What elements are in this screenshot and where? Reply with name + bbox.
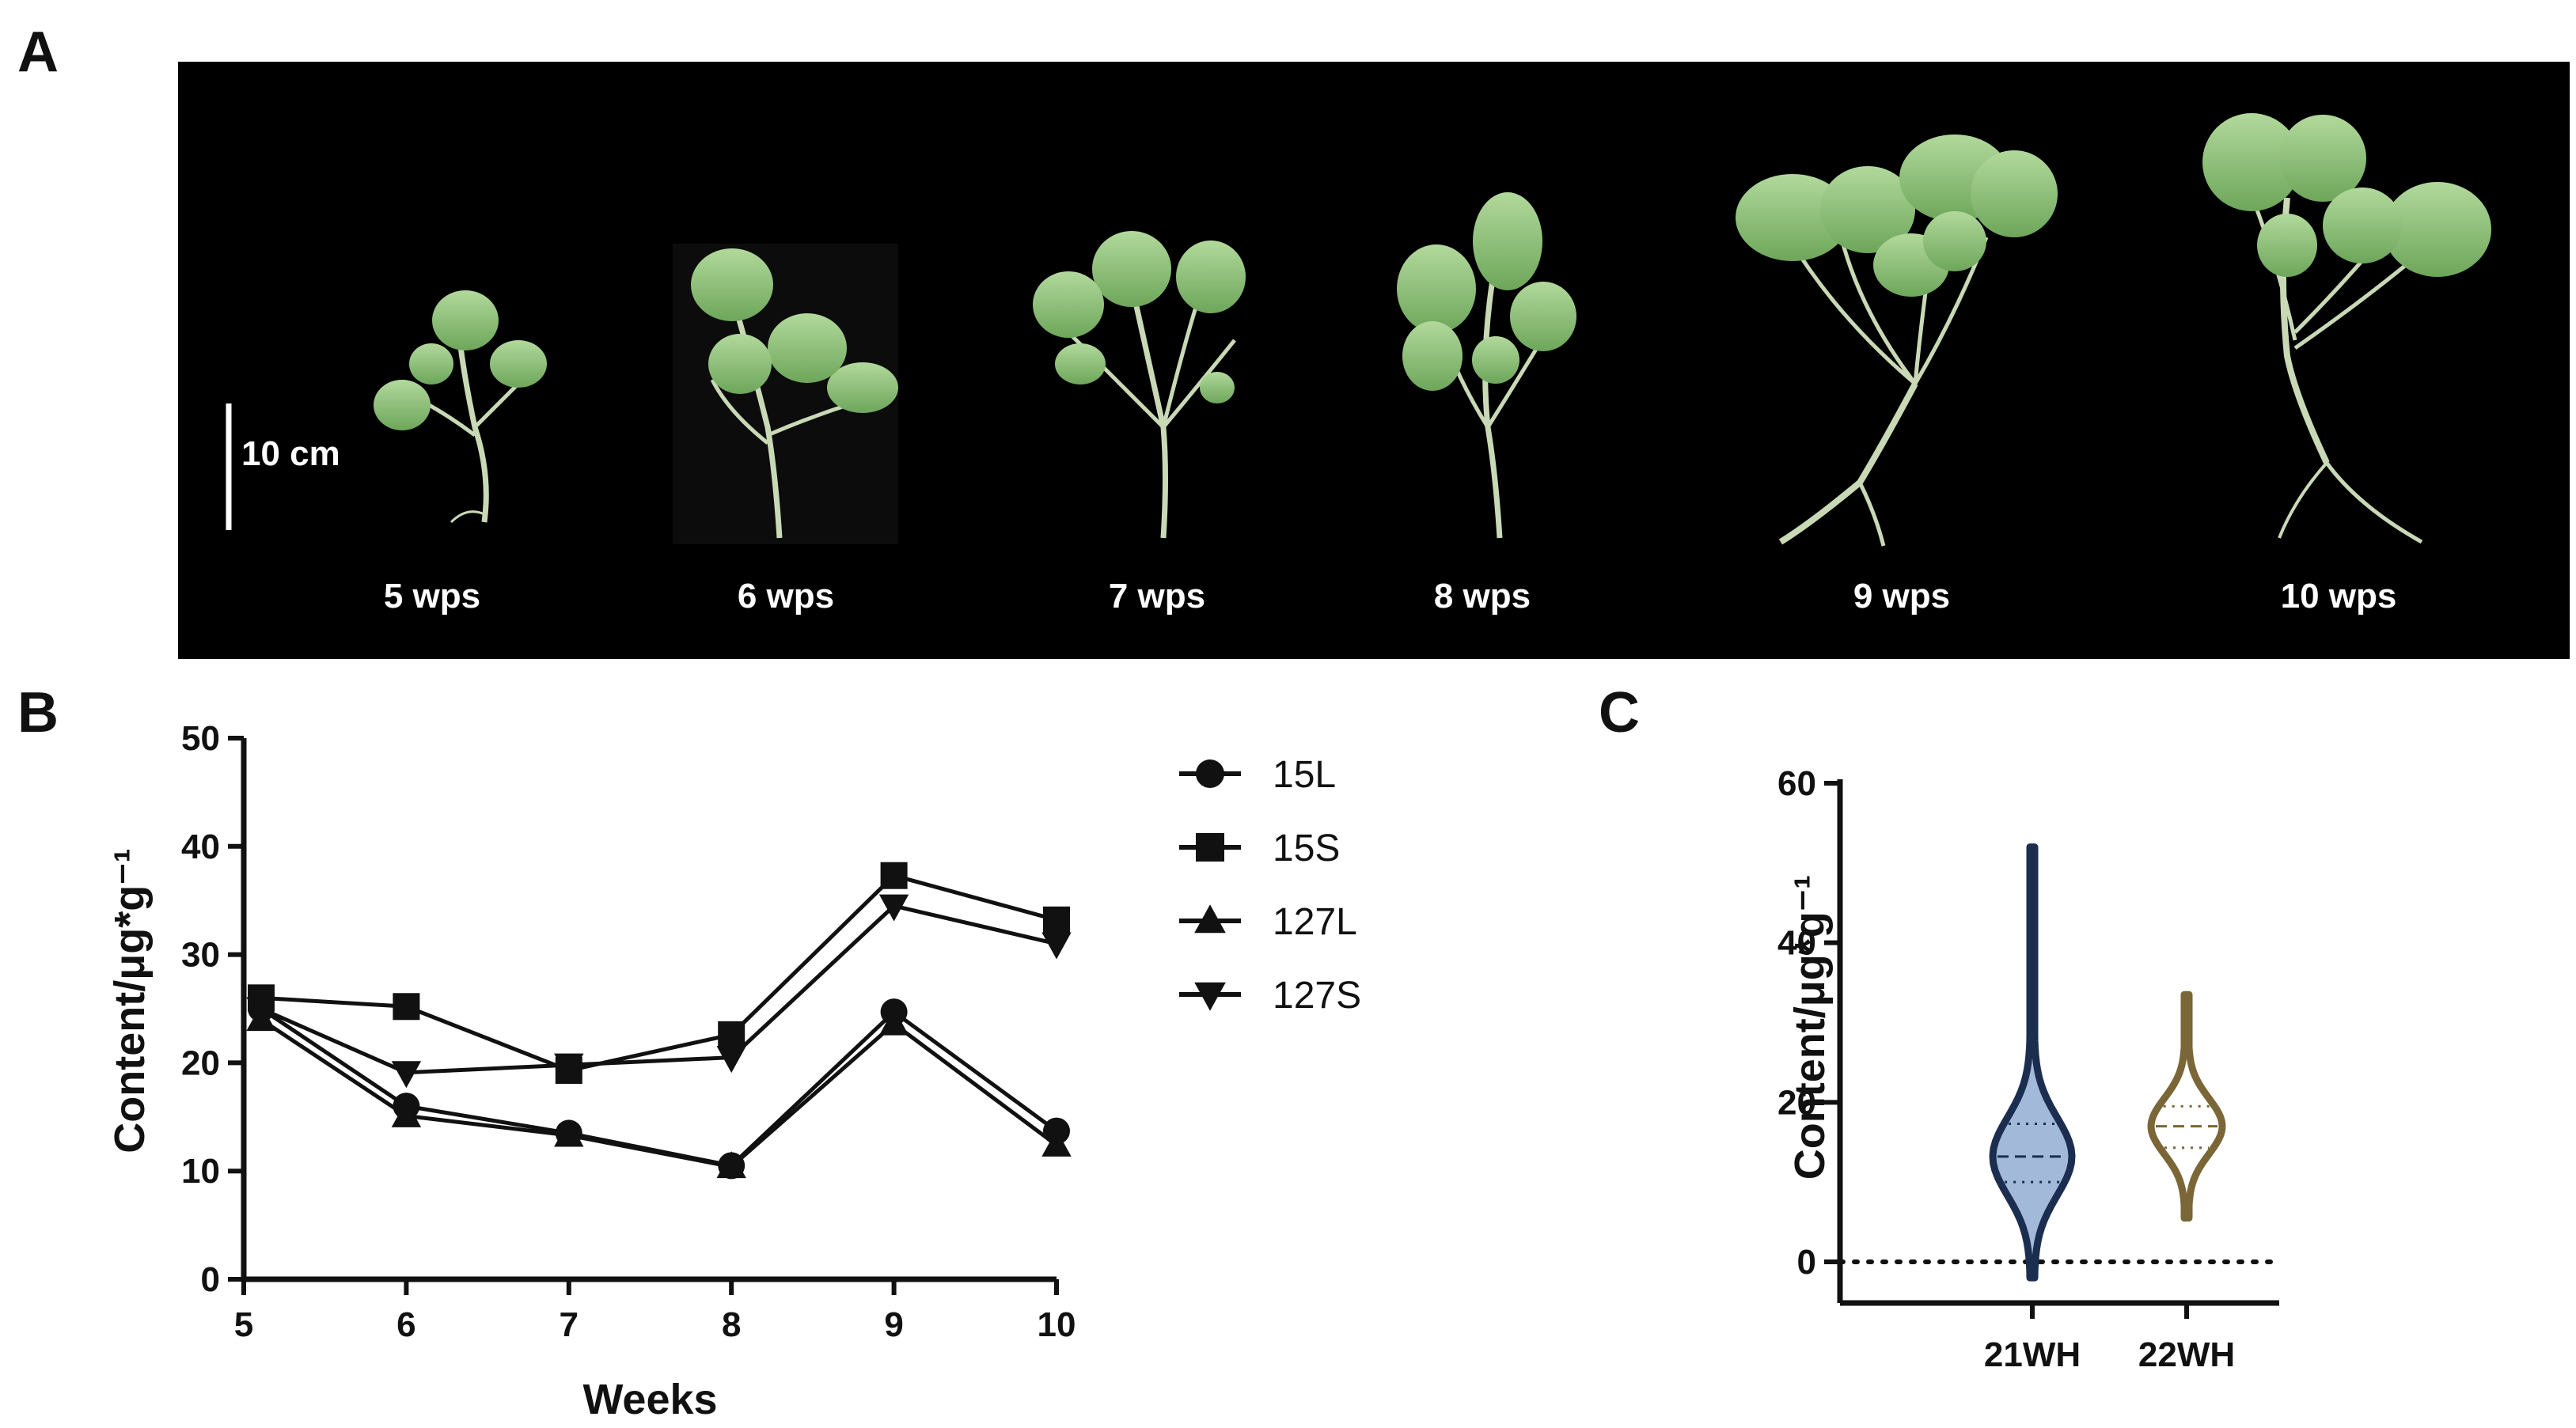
photo-label-7wps: 7 wps bbox=[1109, 577, 1205, 616]
scale-bar-label: 10 cm bbox=[241, 434, 340, 473]
data-point-15S bbox=[393, 993, 420, 1021]
seedling-8wps bbox=[1397, 192, 1576, 539]
data-point-127S bbox=[716, 1046, 746, 1074]
legend-marker-15L bbox=[1196, 759, 1224, 788]
series-line-15S bbox=[260, 873, 1057, 1073]
data-point-127S bbox=[554, 1053, 584, 1081]
y-tick-label: 30 bbox=[181, 936, 220, 975]
violin-21WH bbox=[1989, 843, 2076, 1282]
x-tick-label: 10 bbox=[1038, 1305, 1076, 1344]
y-axis-title: Content/μg*g⁻¹ bbox=[1786, 875, 1834, 1180]
legend-label-127S: 127S bbox=[1273, 975, 1361, 1017]
legend-marker-127S bbox=[1194, 982, 1226, 1011]
photo-label-10wps: 10 wps bbox=[2281, 577, 2397, 616]
legend-marker-127L bbox=[1194, 904, 1226, 934]
y-tick-label: 0 bbox=[201, 1260, 220, 1299]
photo-background bbox=[178, 62, 2570, 659]
y-tick-label: 40 bbox=[181, 828, 220, 866]
photo-label-8wps: 8 wps bbox=[1434, 577, 1531, 616]
y-tick-label: 10 bbox=[181, 1152, 220, 1191]
line-chart-b: 0 10 20 30 40 50 5 6 7 8 9 10 Weeks Content/μg*g⁻¹ 15L… bbox=[106, 719, 1361, 1423]
data-point-127L bbox=[878, 1008, 909, 1036]
legend-label-15S: 15S bbox=[1273, 828, 1340, 869]
x-tick-label: 22WH bbox=[2138, 1335, 2235, 1374]
data-point-127L bbox=[1041, 1129, 1072, 1157]
y-tick-label: 0 bbox=[1797, 1243, 1816, 1282]
data-point-15S bbox=[1043, 906, 1070, 934]
y-tick-label: 50 bbox=[181, 719, 220, 758]
y-axis-title: Content/μg*g⁻¹ bbox=[106, 848, 154, 1153]
x-tick-label: 5 bbox=[234, 1305, 253, 1344]
data-point-127S bbox=[391, 1061, 422, 1089]
panel-letter-c: C bbox=[1599, 681, 1640, 744]
panel-letter-b: B bbox=[17, 681, 59, 744]
series-line-127S bbox=[260, 903, 1057, 1075]
series-line-15L bbox=[260, 1006, 1058, 1169]
y-tick-label: 40 bbox=[1777, 924, 1816, 963]
seedling-7wps bbox=[1033, 231, 1246, 539]
x-tick-label: 7 bbox=[560, 1305, 579, 1344]
data-point-127L bbox=[391, 1100, 422, 1127]
x-tick-label: 6 bbox=[396, 1305, 415, 1344]
y-tick-label: 20 bbox=[181, 1044, 220, 1082]
y-tick-label: 20 bbox=[1777, 1083, 1816, 1122]
data-point-15S bbox=[718, 1021, 745, 1048]
data-point-127S bbox=[878, 894, 909, 922]
seedling-6wps bbox=[691, 248, 898, 539]
legend-marker-15S bbox=[1196, 833, 1224, 862]
panel-letter-a: A bbox=[17, 21, 59, 84]
x-tick-label: 9 bbox=[884, 1305, 903, 1344]
data-point-15S bbox=[880, 862, 908, 889]
photo-label-5wps: 5 wps bbox=[384, 577, 480, 616]
photo-label-9wps: 9 wps bbox=[1853, 577, 1950, 616]
seedling-9wps bbox=[1736, 134, 2058, 547]
legend-label-15L: 15L bbox=[1273, 754, 1336, 796]
violin-22WH bbox=[2147, 991, 2226, 1222]
x-axis-title: Weeks bbox=[582, 1376, 717, 1423]
data-point-127L bbox=[716, 1151, 746, 1179]
y-tick-label: 60 bbox=[1777, 764, 1816, 803]
x-tick-label: 8 bbox=[722, 1305, 741, 1344]
x-tick-label: 21WH bbox=[1984, 1335, 2081, 1374]
photo-label-6wps: 6 wps bbox=[738, 577, 834, 616]
series-line-127L bbox=[260, 1017, 1058, 1169]
data-point-127S bbox=[1041, 932, 1072, 960]
data-point-127L bbox=[554, 1119, 584, 1147]
legend-label-127L: 127L bbox=[1273, 901, 1357, 943]
violin-chart-c: 0 20 40 60 Content/μg*g⁻¹ 21WH 22WH bbox=[1777, 764, 2282, 1374]
seedling-5wps bbox=[374, 290, 547, 524]
data-point-127S bbox=[246, 997, 276, 1025]
seedling-10wps bbox=[2202, 113, 2491, 544]
